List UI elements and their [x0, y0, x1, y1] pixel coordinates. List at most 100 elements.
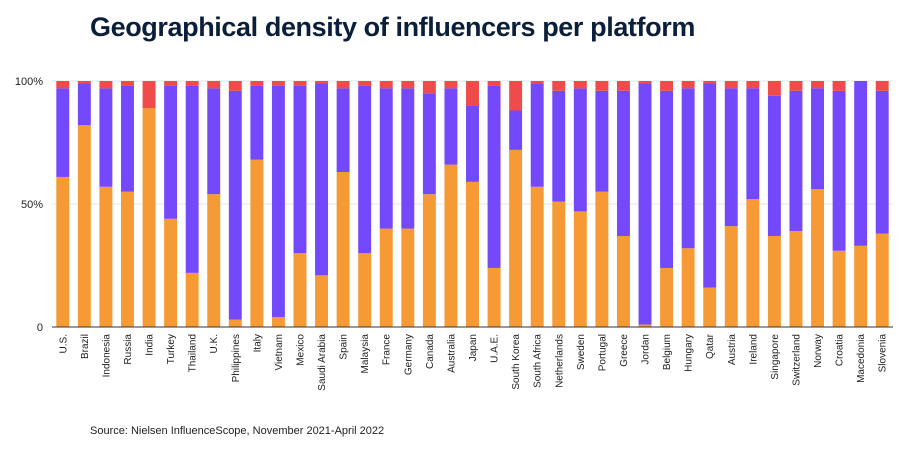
y-tick-label: 50% [21, 199, 43, 211]
bar-segment-middle [358, 85, 372, 254]
bar-segment-top [358, 81, 372, 86]
bar-segment-bottom [250, 159, 264, 327]
bar-segment-top [660, 81, 674, 91]
bar-segment-middle [293, 85, 307, 254]
bar-segment-bottom [444, 164, 458, 327]
bar-segment-bottom [228, 319, 242, 327]
bar-segment-top [703, 81, 717, 84]
bar-segment-bottom [811, 189, 824, 327]
x-tick-label: Netherlands [554, 334, 565, 388]
bar-segment-middle [466, 105, 479, 182]
bar-segment-top [142, 81, 156, 109]
x-tick-label: Philippines [231, 334, 242, 382]
bar-segment-bottom [185, 272, 199, 327]
x-tick-label: Ireland [748, 334, 759, 365]
x-tick-label: France [382, 334, 393, 366]
bar-segment-bottom [315, 275, 329, 327]
x-tick-label: Norway [813, 334, 824, 368]
x-tick-label: Switzerland [791, 334, 802, 386]
bar-segment-middle [56, 88, 70, 177]
x-tick-label: Turkey [166, 334, 177, 364]
bar-segment-top [789, 81, 803, 91]
x-tick-label: Jordan [641, 334, 652, 365]
bar-segment-bottom [767, 235, 781, 327]
bar-segment-bottom [660, 267, 674, 327]
x-tick-label: Australia [446, 334, 457, 373]
bar-segment-middle [228, 90, 242, 320]
bar-segment-middle [185, 85, 199, 273]
bar-segment-top [552, 81, 566, 91]
bar-segment-top [875, 81, 889, 91]
bar-segment-middle [77, 83, 91, 126]
bar-segment-top [573, 81, 587, 89]
bar-segment-middle [616, 90, 630, 236]
bar-segment-middle [703, 83, 717, 288]
y-tick-labels: 0 50% 100% [15, 76, 43, 334]
bar-segment-middle [487, 85, 501, 268]
bar-segment-top [487, 81, 501, 86]
source-note: Source: Nielsen InfluenceScope, November… [90, 425, 385, 437]
bar-segment-bottom [336, 172, 350, 327]
bar-segment-middle [746, 88, 760, 200]
bar-segment-middle [401, 88, 415, 229]
x-tick-label: Japan [468, 334, 479, 361]
bar-segment-top [509, 81, 523, 111]
bar-segment-bottom [724, 226, 738, 327]
bar-segment-top [616, 81, 630, 91]
x-tick-label: Qatar [705, 333, 716, 359]
bar-segment-top [185, 81, 199, 86]
x-tick-label: Vietnam [274, 334, 285, 371]
bar-segment-middle [660, 90, 674, 268]
x-tick-label: Greece [619, 334, 630, 367]
x-tick-label: Germany [403, 334, 414, 375]
bar-segment-top [681, 81, 695, 89]
bar-segment-middle [315, 83, 329, 276]
y-tick-label: 100% [15, 76, 43, 88]
bar-segment-middle [207, 88, 221, 195]
bar-segment-bottom [616, 235, 630, 327]
bar-segment-bottom [77, 125, 91, 327]
x-tick-label: U.K. [209, 334, 220, 353]
bar-segment-bottom [401, 228, 415, 327]
bar-segment-top [746, 81, 760, 89]
bars-group [56, 81, 889, 327]
bar-segment-middle [509, 110, 523, 150]
bar-segment-bottom [466, 181, 479, 327]
bar-segment-bottom [207, 194, 221, 327]
bar-segment-bottom [121, 191, 134, 327]
bar-segment-bottom [789, 231, 803, 327]
bar-segment-bottom [358, 253, 372, 327]
bar-segment-bottom [422, 194, 436, 327]
bar-segment-middle [271, 85, 285, 318]
x-tick-label: U.S. [58, 334, 69, 353]
bar-segment-bottom [573, 211, 587, 327]
x-tick-label: U.A.E. [490, 334, 501, 363]
bar-segment-bottom [746, 199, 760, 327]
bar-segment-top [207, 81, 221, 89]
bar-segment-bottom [99, 186, 113, 327]
bar-segment-middle [379, 88, 393, 229]
bar-segment-middle [164, 85, 178, 219]
bar-segment-top [811, 81, 824, 89]
bar-segment-bottom [509, 149, 523, 327]
x-tick-labels: U.S. Brazil Indonesia Russia India Turkey Thai… [58, 333, 888, 390]
bar-segment-top [228, 81, 242, 91]
x-tick-label: Slovenia [878, 334, 889, 373]
x-tick-label: Portugal [597, 334, 608, 371]
bar-segment-bottom [487, 267, 501, 327]
bar-segment-top [767, 81, 781, 96]
x-tick-label: Croatia [835, 334, 846, 367]
x-tick-label: India [145, 334, 156, 356]
bar-segment-middle [530, 83, 544, 187]
x-tick-label: South Africa [533, 334, 544, 388]
bar-segment-top [315, 81, 329, 84]
bar-segment-top [121, 81, 134, 86]
bar-segment-bottom [832, 250, 846, 327]
bar-segment-bottom [875, 233, 889, 327]
bar-segment-top [293, 81, 307, 86]
x-tick-label: Belgium [662, 334, 673, 370]
bar-segment-bottom [56, 176, 70, 327]
bar-segment-top [250, 81, 264, 86]
x-tick-label: Hungary [684, 334, 695, 372]
bar-segment-middle [422, 93, 436, 195]
